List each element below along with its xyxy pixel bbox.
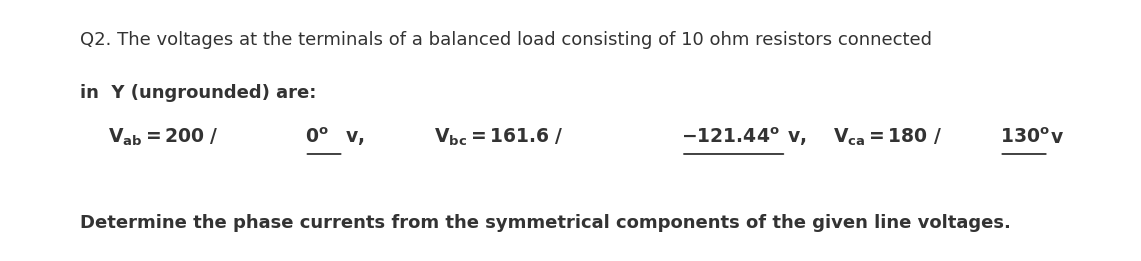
Text: Determine the phase currents from the symmetrical components of the given line v: Determine the phase currents from the sy… (80, 214, 1011, 232)
Text: in  Y (ungrounded) are:: in Y (ungrounded) are: (80, 84, 316, 102)
Text: Q2. The voltages at the terminals of a balanced load consisting of 10 ohm resist: Q2. The voltages at the terminals of a b… (80, 31, 932, 49)
Text: $\mathbf{V_{ab} = 200\ /}$: $\mathbf{V_{ab} = 200\ /}$ (108, 126, 219, 148)
Text: $\mathbf{V_{ca} = 180\ /}$: $\mathbf{V_{ca} = 180\ /}$ (833, 126, 942, 148)
Text: $\mathbf{130^{o}}$: $\mathbf{130^{o}}$ (1000, 127, 1050, 147)
Text: $\mathbf{v,}$: $\mathbf{v,}$ (345, 128, 364, 146)
Text: $\mathbf{0^{o}}$: $\mathbf{0^{o}}$ (305, 127, 329, 147)
Text: $\mathbf{-121.44^{o}}$: $\mathbf{-121.44^{o}}$ (681, 127, 780, 147)
Text: $\mathbf{v,}$: $\mathbf{v,}$ (787, 128, 807, 146)
Text: $\mathbf{V_{bc} = 161.6\ /}$: $\mathbf{V_{bc} = 161.6\ /}$ (434, 126, 564, 148)
Text: $\mathbf{v}$: $\mathbf{v}$ (1050, 128, 1063, 146)
